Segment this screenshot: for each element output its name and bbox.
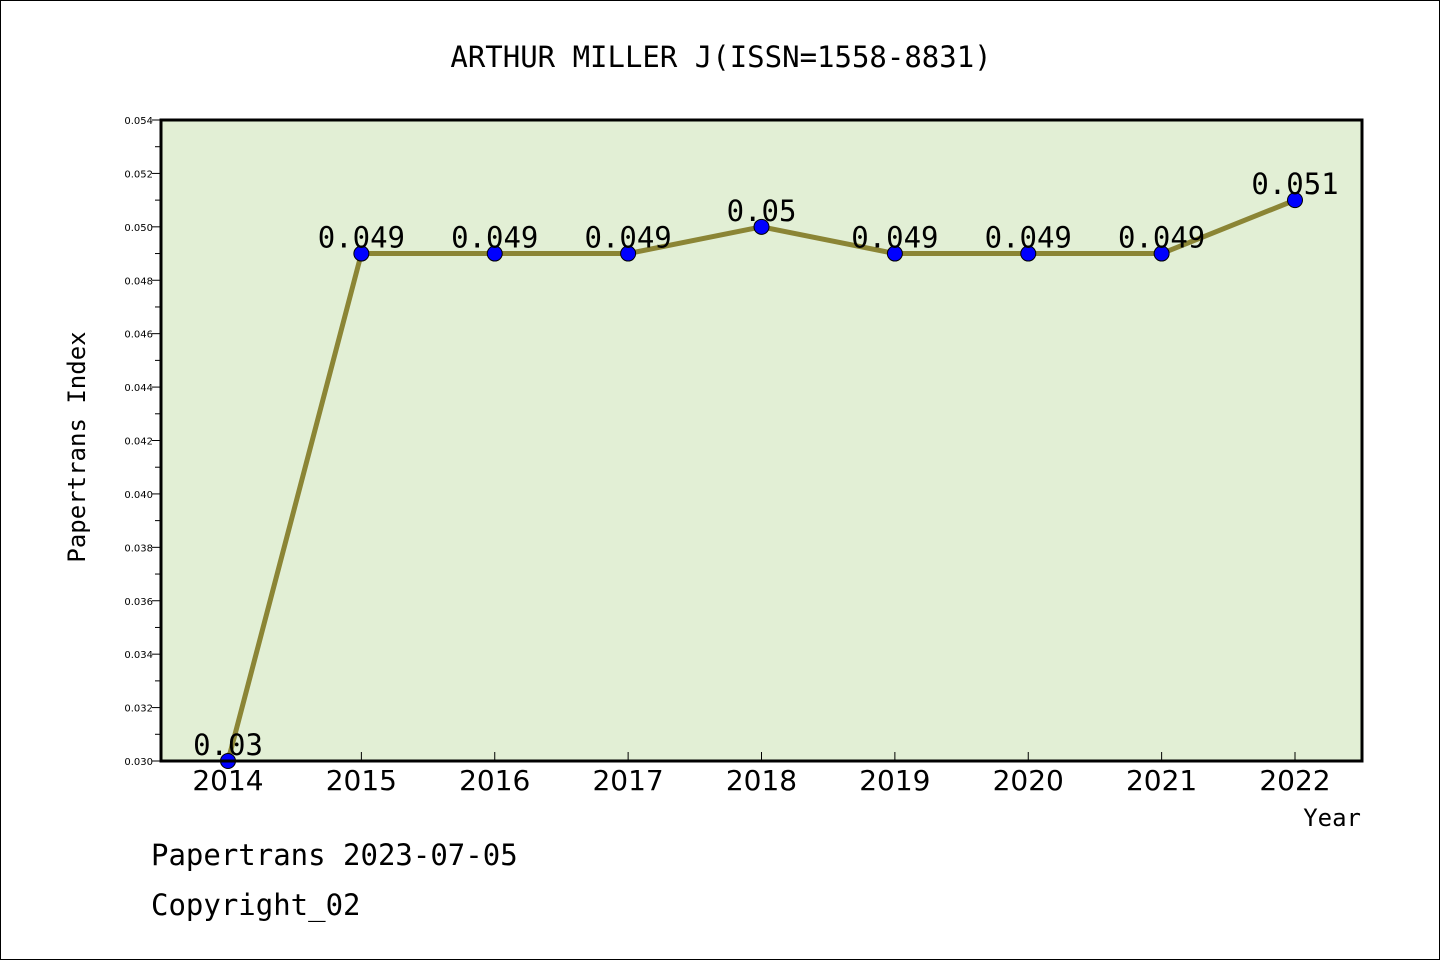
y-tick-label: 0.040: [124, 490, 153, 501]
data-label: 0.049: [1118, 221, 1205, 255]
data-label: 0.05: [727, 194, 797, 228]
y-tick-label: 0.052: [124, 169, 153, 180]
x-tick-label: 2018: [726, 764, 797, 797]
data-point: [486, 245, 503, 262]
footer-date: Papertrans 2023-07-05: [151, 838, 518, 872]
x-tick-label: 2017: [592, 764, 663, 797]
data-label: 0.051: [1251, 167, 1338, 201]
x-tick-label: 2019: [859, 764, 930, 797]
y-axis-title: Papertrans Index: [63, 331, 91, 562]
x-tick-label: 2014: [192, 764, 263, 797]
y-tick-label: 0.050: [124, 223, 153, 234]
y-tick-label: 0.032: [124, 704, 153, 715]
y-tick-label: 0.048: [124, 276, 153, 287]
data-labels: 0.03 0.049 0.049 0.049 0.05 0.049 0.049 0.049 0.…: [193, 167, 1339, 762]
x-tick-label: 2020: [993, 764, 1064, 797]
y-tick-label: 0.044: [124, 383, 153, 394]
x-tick-label: 2022: [1259, 764, 1330, 797]
y-tick-label: 0.038: [124, 543, 153, 554]
x-tick-label: 2015: [326, 764, 397, 797]
y-axis: 0.030 0.032 0.034 0.036 0.038 0.040 0.042 0.044…: [124, 116, 161, 768]
plot-border: [159, 118, 1364, 763]
data-label: 0.049: [851, 221, 938, 255]
data-label: 0.049: [451, 221, 538, 255]
y-tick-label: 0.036: [124, 597, 153, 608]
data-point: [1153, 245, 1170, 262]
data-label: 0.03: [193, 728, 263, 762]
data-label: 0.049: [985, 221, 1072, 255]
series: [220, 192, 1303, 769]
data-label: 0.049: [584, 221, 671, 255]
footer-copyright: Copyright_02: [151, 888, 361, 923]
y-tick-label: 0.054: [124, 116, 153, 127]
y-tick-label: 0.046: [124, 330, 153, 341]
y-tick-label: 0.034: [124, 650, 153, 661]
y-tick-label: 0.030: [124, 757, 153, 768]
data-point: [620, 245, 637, 262]
chart-title: ARTHUR MILLER J(ISSN=1558-8831): [450, 40, 991, 74]
data-point: [1287, 192, 1303, 209]
x-axis-title: Year: [1303, 804, 1361, 832]
y-tick-label: 0.042: [124, 437, 153, 448]
x-axis: 2014 2015 2016 2017 2018 2019 2020 2021 2022: [192, 752, 1331, 797]
x-tick-label: 2021: [1126, 764, 1197, 797]
data-point: [753, 218, 770, 235]
data-point: [353, 245, 370, 262]
data-point: [886, 245, 903, 262]
data-label: 0.049: [318, 221, 405, 255]
x-tick-label: 2016: [459, 764, 530, 797]
data-point: [1020, 245, 1037, 262]
